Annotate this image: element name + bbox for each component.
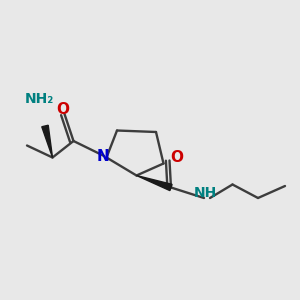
Text: O: O [170,150,184,165]
Text: N: N [97,149,109,164]
Polygon shape [136,176,172,190]
Text: NH₂: NH₂ [24,92,54,106]
Polygon shape [42,125,52,158]
Text: O: O [56,102,70,117]
Text: NH: NH [194,186,217,200]
